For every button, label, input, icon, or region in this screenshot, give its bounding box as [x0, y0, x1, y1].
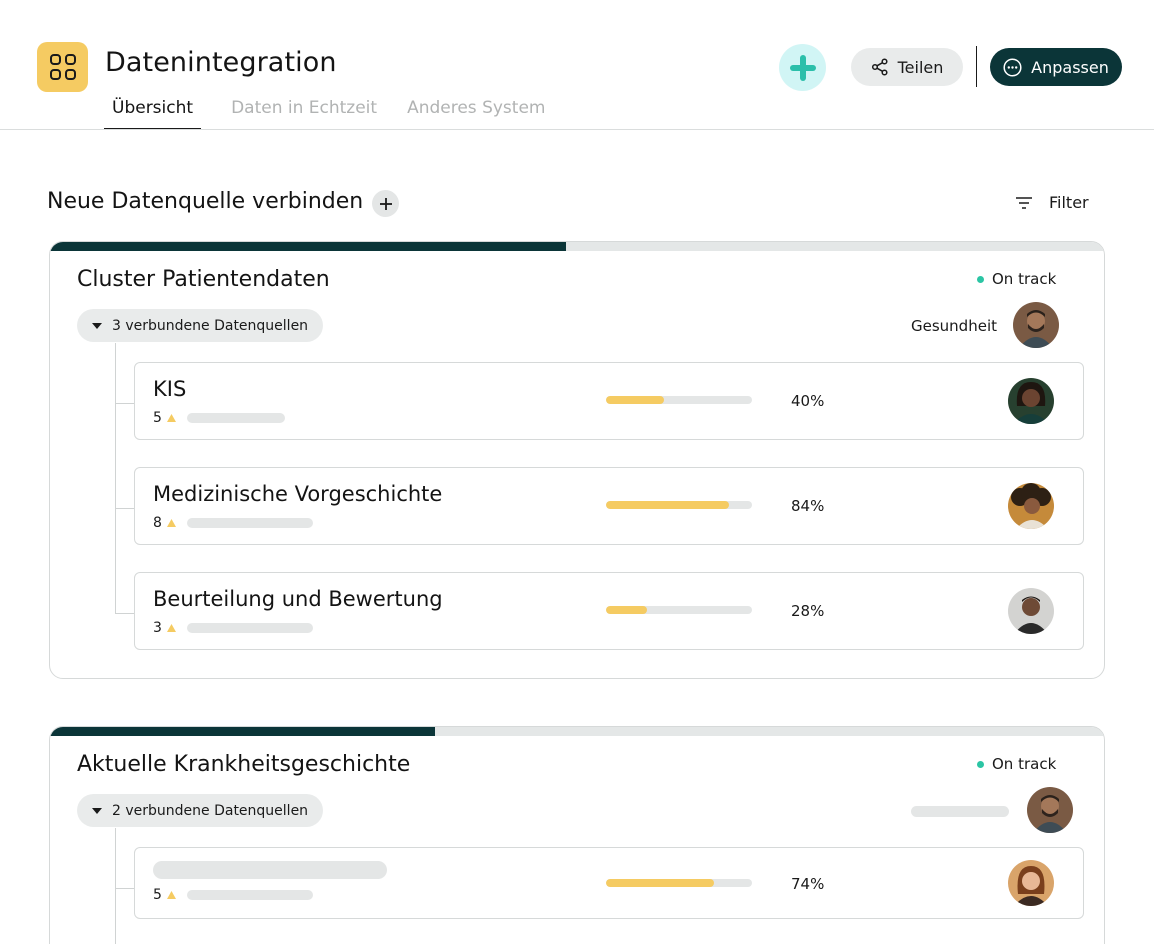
status-indicator: On track	[977, 270, 1056, 288]
header-divider	[0, 129, 1154, 130]
progress-bar	[606, 501, 752, 509]
caret-down-icon	[92, 807, 102, 814]
warning-triangle-icon	[166, 891, 176, 899]
data-source-name: Medizinische Vorgeschichte	[153, 482, 443, 506]
cluster-card: Cluster Patientendaten On track Gesundhe…	[49, 241, 1105, 679]
placeholder-bar	[186, 623, 313, 633]
customize-button[interactable]: Anpassen	[990, 48, 1122, 86]
progress-percent: 40%	[791, 392, 825, 410]
connected-sources-label: 3 verbundene Datenquellen	[112, 317, 309, 334]
more-dots-icon	[1003, 57, 1022, 77]
share-label: Teilen	[897, 57, 944, 77]
connected-sources-toggle[interactable]: 2 verbundene Datenquellen	[77, 794, 324, 827]
data-source-meta: 5	[153, 887, 313, 903]
cluster-progress-fill	[50, 242, 567, 251]
assignee-avatar[interactable]	[1008, 483, 1054, 529]
plus-icon	[379, 197, 392, 210]
app-icon	[37, 42, 88, 92]
connected-sources-toggle[interactable]: 3 verbundene Datenquellen	[77, 309, 324, 342]
warning-triangle-icon	[166, 624, 176, 632]
progress-percent: 28%	[791, 602, 825, 620]
tab-other-system[interactable]: Anderes System	[407, 98, 546, 118]
cluster-progress-track	[50, 242, 1104, 251]
filter-button[interactable]: Filter	[1015, 193, 1089, 212]
owner-placeholder	[911, 806, 1009, 817]
customize-label: Anpassen	[1031, 57, 1109, 77]
tab-realtime[interactable]: Daten in Echtzeit	[231, 98, 378, 118]
assignee-avatar[interactable]	[1008, 588, 1054, 634]
caret-down-icon	[92, 322, 102, 329]
data-source-row[interactable]: 5 74%	[134, 847, 1084, 919]
cluster-progress-track	[50, 727, 1104, 736]
header-vertical-divider	[976, 46, 977, 87]
add-button[interactable]	[779, 44, 826, 91]
progress-bar	[606, 606, 752, 614]
status-dot	[977, 760, 984, 768]
cluster-title: Cluster Patientendaten	[77, 267, 330, 292]
data-source-meta: 5	[153, 410, 285, 426]
add-data-source-button[interactable]	[372, 190, 399, 217]
filter-label: Filter	[1049, 193, 1089, 212]
grid-icon	[49, 54, 76, 80]
assignee-avatar[interactable]	[1008, 378, 1054, 424]
data-source-meta: 3	[153, 620, 313, 636]
connected-sources-label: 2 verbundene Datenquellen	[112, 802, 309, 819]
alert-count: 5	[153, 410, 162, 426]
status-label: On track	[992, 270, 1057, 288]
tab-overview[interactable]: Übersicht	[104, 96, 202, 130]
filter-icon	[1016, 196, 1032, 209]
cluster-title: Aktuelle Krankheitsgeschichte	[77, 752, 411, 777]
progress-percent: 84%	[791, 497, 825, 515]
data-source-row[interactable]: Medizinische Vorgeschichte 8 84%	[134, 467, 1084, 545]
alert-count: 8	[153, 515, 162, 531]
tree-connector	[115, 828, 116, 944]
cluster-card: Aktuelle Krankheitsgeschichte On track 2…	[49, 726, 1105, 944]
alert-count: 3	[153, 620, 162, 636]
status-label: On track	[992, 755, 1057, 773]
owner-avatar[interactable]	[1027, 787, 1073, 833]
data-source-meta: 8	[153, 515, 313, 531]
status-dot	[977, 275, 984, 283]
data-source-row[interactable]: Beurteilung und Bewertung 3 28%	[134, 572, 1084, 650]
data-source-row[interactable]: KIS 5 40%	[134, 362, 1084, 440]
status-indicator: On track	[977, 755, 1056, 773]
warning-triangle-icon	[166, 519, 176, 527]
placeholder-bar	[186, 890, 313, 900]
data-source-name: Beurteilung und Bewertung	[153, 587, 443, 611]
data-source-name-placeholder	[153, 861, 387, 879]
page-title: Datenintegration	[105, 47, 337, 78]
owner-avatar[interactable]	[1013, 302, 1059, 348]
assignee-avatar[interactable]	[1008, 860, 1054, 906]
warning-triangle-icon	[166, 414, 176, 422]
section-title: Neue Datenquelle verbinden	[47, 189, 364, 214]
progress-fill	[606, 396, 665, 404]
progress-bar	[606, 879, 752, 887]
cluster-progress-fill	[50, 727, 435, 736]
tree-connector	[115, 403, 134, 404]
progress-fill	[606, 501, 729, 509]
plus-icon	[789, 54, 816, 81]
tree-connector	[115, 613, 134, 614]
tree-connector	[115, 343, 116, 614]
share-icon	[871, 58, 888, 76]
tree-connector	[115, 888, 134, 889]
alert-count: 5	[153, 887, 162, 903]
owner-label: Gesundheit	[911, 317, 997, 335]
tab-bar: Übersicht Daten in Echtzeit Anderes Syst…	[104, 96, 575, 130]
tree-connector	[115, 508, 134, 509]
progress-fill	[606, 879, 715, 887]
progress-fill	[606, 606, 647, 614]
progress-percent: 74%	[791, 875, 825, 893]
placeholder-bar	[186, 518, 313, 528]
share-button[interactable]: Teilen	[851, 48, 963, 86]
progress-bar	[606, 396, 752, 404]
placeholder-bar	[186, 413, 285, 423]
data-source-name: KIS	[153, 377, 187, 401]
